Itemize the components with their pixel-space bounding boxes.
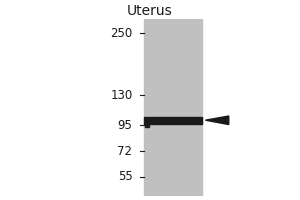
Title: Uterus: Uterus [127,4,173,18]
Text: 130: 130 [110,89,133,102]
Text: 250: 250 [110,27,133,40]
Text: 55: 55 [118,170,133,183]
Text: 95: 95 [118,119,133,132]
Polygon shape [206,116,229,125]
Bar [144,117,202,124]
Text: 72: 72 [118,145,133,158]
Bar [144,19,202,196]
